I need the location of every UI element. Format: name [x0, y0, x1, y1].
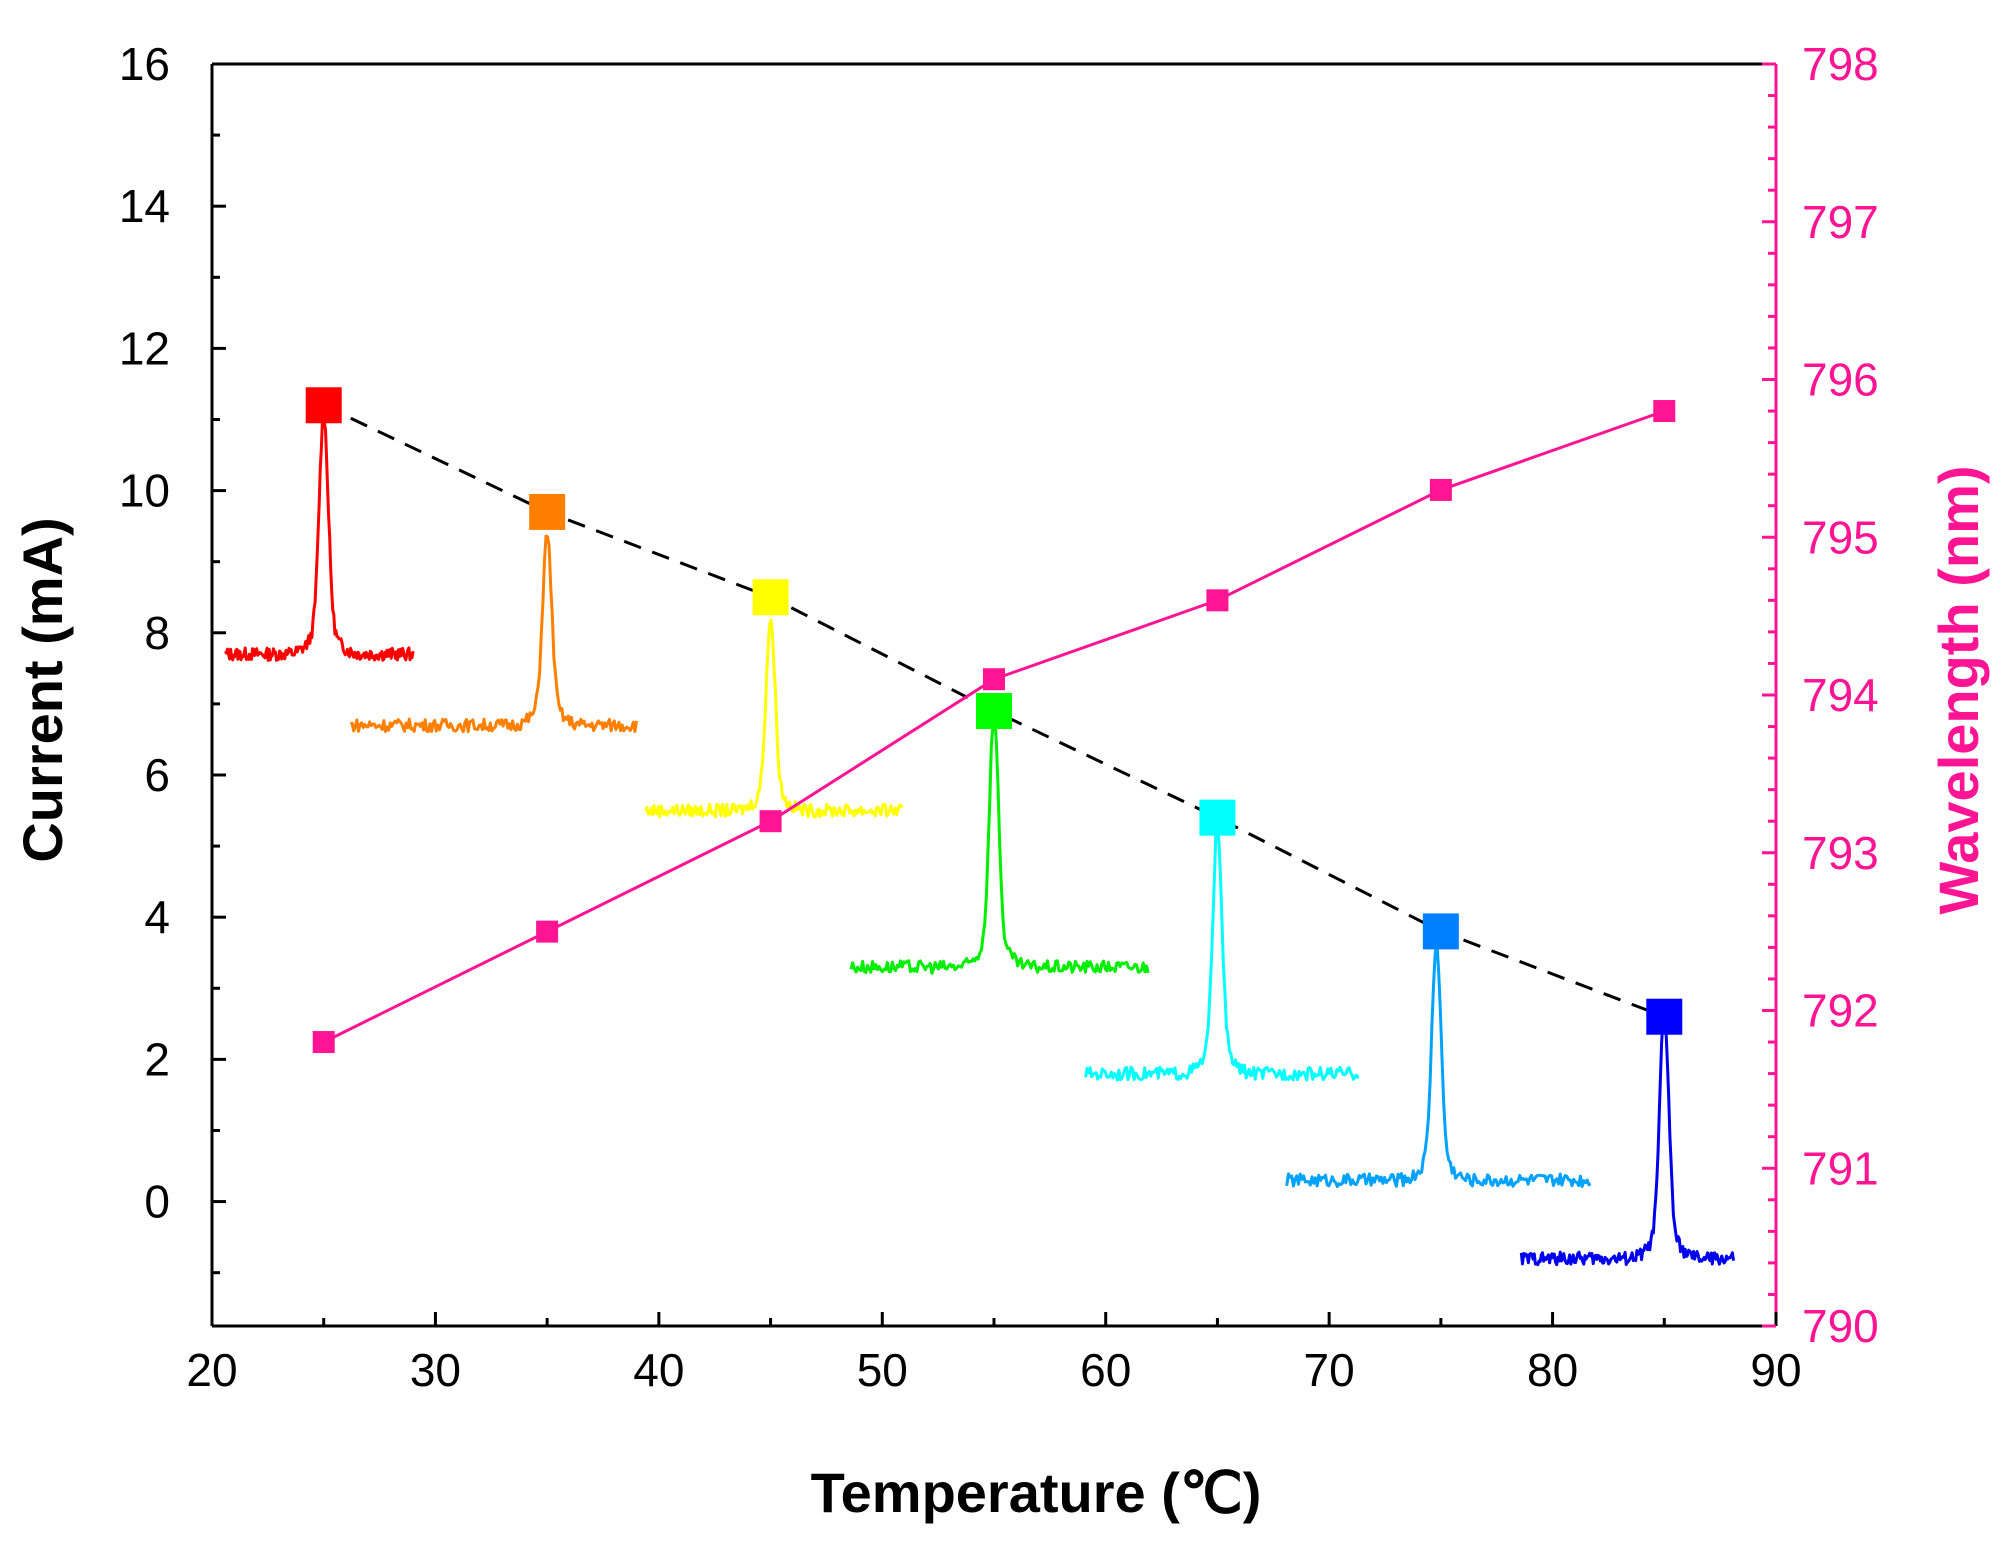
- wavelength-point: [1653, 400, 1676, 423]
- current-point: [1646, 998, 1683, 1035]
- y-tick-label-right: 792: [1802, 985, 1879, 1037]
- spectrum-75c: [1285, 939, 1592, 1189]
- y-axis-title-right: Wavelength (nm): [1927, 465, 1990, 914]
- y-tick-label-left: 6: [144, 749, 170, 801]
- y-tick-label-right: 793: [1802, 827, 1879, 879]
- series-layer: [305, 387, 1683, 1054]
- current-point: [976, 692, 1012, 729]
- y-tick-label-right: 791: [1802, 1142, 1879, 1194]
- y-axis-title-left: Current (mA): [11, 517, 74, 862]
- spectrum-45c: [644, 618, 904, 819]
- x-tick-label: 60: [1080, 1344, 1131, 1396]
- y-tick-label-right: 798: [1802, 38, 1879, 90]
- y-tick-label-left: 0: [144, 1176, 170, 1228]
- x-tick-label: 90: [1750, 1344, 1801, 1396]
- y-tick-label-left: 4: [144, 891, 170, 943]
- wavelength-point: [1429, 478, 1452, 501]
- wavelength-point: [759, 810, 782, 833]
- x-axis-title: Temperature (℃): [811, 1461, 1262, 1524]
- spectrum-35c: [349, 534, 638, 734]
- x-tick-label: 30: [410, 1344, 461, 1396]
- y-tick-label-left: 10: [119, 465, 170, 517]
- y-tick-label-right: 797: [1802, 196, 1879, 248]
- spectrum-55c: [849, 710, 1150, 975]
- y-tick-label-left: 16: [119, 38, 170, 90]
- current-point: [529, 493, 566, 530]
- current-point: [1199, 799, 1236, 836]
- current-point: [752, 579, 789, 616]
- y-tick-label-right: 795: [1802, 511, 1879, 563]
- y-tick-label-left: 12: [119, 322, 170, 374]
- wavelength-point: [312, 1031, 335, 1054]
- spectra-layer: [224, 419, 1735, 1267]
- y-tick-label-right: 794: [1802, 669, 1879, 721]
- y-tick-label-right: 790: [1802, 1300, 1879, 1352]
- wavelength-point: [536, 920, 559, 943]
- y-tick-label-left: 14: [119, 180, 170, 232]
- x-tick-label: 40: [633, 1344, 684, 1396]
- spectrum-25c: [224, 419, 415, 662]
- x-tick-label: 20: [186, 1344, 237, 1396]
- x-tick-label: 80: [1527, 1344, 1578, 1396]
- current-point: [1422, 913, 1459, 950]
- axes-layer: 20 30 40 50 60 70 80 90 0 2 4 6 8 10 12 14 16 790 791 792 79…: [119, 38, 1879, 1396]
- x-tick-label: 70: [1304, 1344, 1355, 1396]
- current-point: [305, 387, 342, 424]
- spectrum-65c: [1084, 819, 1360, 1082]
- wavelength-point: [1206, 589, 1229, 612]
- x-tick-label: 50: [857, 1344, 908, 1396]
- y-tick-label-right: 796: [1802, 354, 1879, 406]
- y-tick-label-left: 8: [144, 607, 170, 659]
- wavelength-point: [983, 668, 1005, 691]
- spectrum-85c: [1519, 1007, 1735, 1267]
- y-tick-label-left: 2: [144, 1033, 170, 1085]
